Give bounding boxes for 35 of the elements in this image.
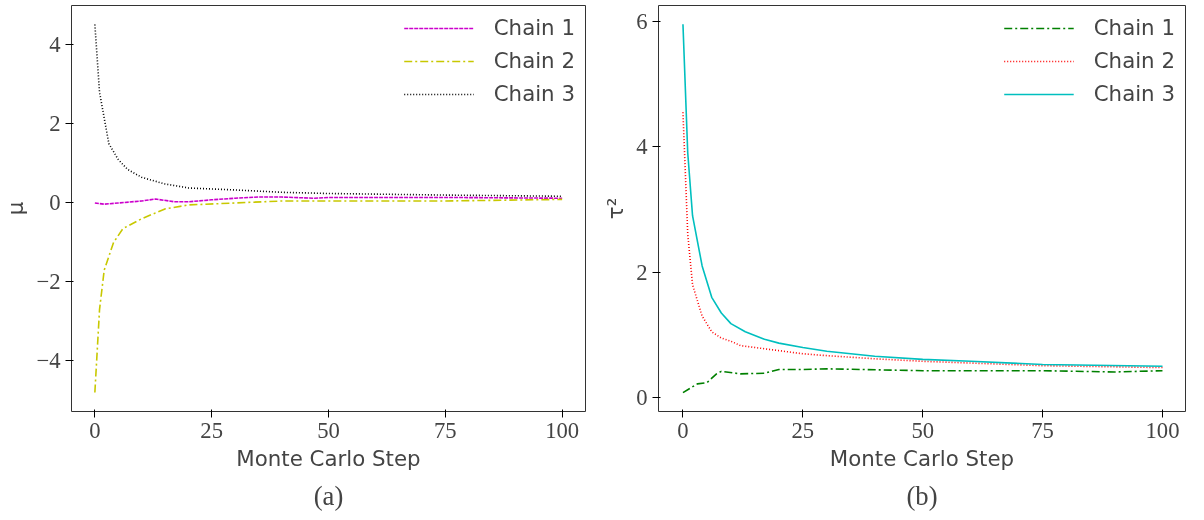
y-tick-label: 4 bbox=[636, 134, 648, 160]
x-tick-label: 50 bbox=[317, 417, 340, 443]
x-tick-label: 100 bbox=[1145, 417, 1180, 443]
legend-label: Chain 3 bbox=[493, 81, 575, 106]
legend-label: Chain 3 bbox=[1093, 81, 1175, 106]
x-tick-label: 75 bbox=[1031, 417, 1054, 443]
x-tick-label: 0 bbox=[677, 417, 689, 443]
y-tick-label: −4 bbox=[36, 348, 61, 374]
y-tick-label: −2 bbox=[36, 269, 61, 295]
x-axis-title: Monte Carlo Step bbox=[236, 445, 421, 471]
x-tick-label: 25 bbox=[200, 417, 224, 443]
y-tick-label: 2 bbox=[636, 259, 648, 285]
y-tick-label: 0 bbox=[636, 385, 648, 411]
x-tick-label: 0 bbox=[89, 417, 101, 443]
legend-label: Chain 1 bbox=[1093, 15, 1175, 40]
y-axis-title: μ bbox=[3, 201, 29, 216]
x-tick-label: 75 bbox=[433, 417, 457, 443]
line-series bbox=[94, 198, 563, 394]
line-series bbox=[682, 111, 1164, 369]
y-tick-label: 2 bbox=[49, 111, 61, 137]
x-tick-label: 25 bbox=[791, 417, 815, 443]
y-tick-label: 4 bbox=[49, 32, 61, 58]
text: (b) bbox=[906, 480, 938, 511]
x-tick-label: 100 bbox=[545, 417, 580, 443]
legend-label: Chain 2 bbox=[1093, 48, 1175, 73]
line-series bbox=[94, 196, 563, 205]
y-tick-label: 0 bbox=[49, 190, 61, 216]
x-tick-label: 50 bbox=[911, 417, 935, 443]
x-axis-title: Monte Carlo Step bbox=[829, 445, 1015, 471]
line-series bbox=[682, 368, 1164, 394]
legend-label: Chain 2 bbox=[493, 48, 575, 73]
legend-label: Chain 1 bbox=[493, 15, 575, 40]
text: (a) bbox=[313, 480, 344, 511]
y-tick-label: 6 bbox=[636, 8, 648, 34]
y-axis-title: τ² bbox=[603, 197, 629, 220]
